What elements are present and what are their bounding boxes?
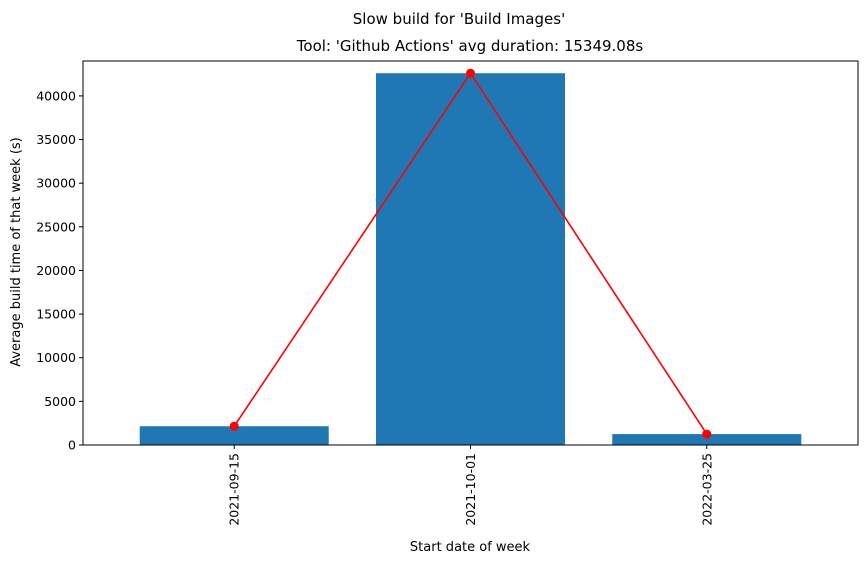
y-axis: 0 5000 10000 15000 20000 25000 30000 35000 40000 bbox=[36, 88, 83, 453]
chart-title: Tool: 'Github Actions' avg duration: 153… bbox=[296, 37, 644, 55]
x-tick-label: 2022-03-25 bbox=[699, 453, 714, 526]
y-tick-label: 40000 bbox=[36, 88, 76, 103]
x-axis-label: Start date of week bbox=[410, 540, 531, 555]
line-point-2021-10-01 bbox=[466, 68, 475, 78]
line-point-2021-09-15 bbox=[229, 421, 239, 431]
chart-suptitle: Slow build for 'Build Images' bbox=[353, 10, 565, 28]
y-tick-label: 10000 bbox=[36, 350, 76, 365]
y-tick-label: 25000 bbox=[36, 219, 76, 234]
x-tick-label: 2021-10-01 bbox=[463, 453, 478, 526]
x-tick-label: 2021-09-15 bbox=[227, 453, 242, 526]
line-series-group bbox=[229, 68, 712, 439]
bar-2021-09-15 bbox=[139, 426, 329, 445]
bar-2021-10-01 bbox=[375, 73, 566, 445]
y-tick-label: 0 bbox=[68, 438, 76, 453]
line-point-2022-03-25 bbox=[702, 429, 712, 439]
y-axis-label: Average build time of that week (s) bbox=[9, 137, 24, 367]
y-tick-label: 15000 bbox=[36, 307, 76, 322]
y-tick-label: 5000 bbox=[44, 394, 76, 409]
x-axis: 2021-09-15 2021-10-01 2022-03-25 bbox=[227, 445, 714, 526]
bar-2022-03-25 bbox=[612, 434, 802, 445]
y-tick-label: 30000 bbox=[36, 176, 76, 191]
y-tick-label: 20000 bbox=[36, 263, 76, 278]
y-tick-label: 35000 bbox=[36, 132, 76, 147]
bars-group bbox=[139, 73, 802, 445]
